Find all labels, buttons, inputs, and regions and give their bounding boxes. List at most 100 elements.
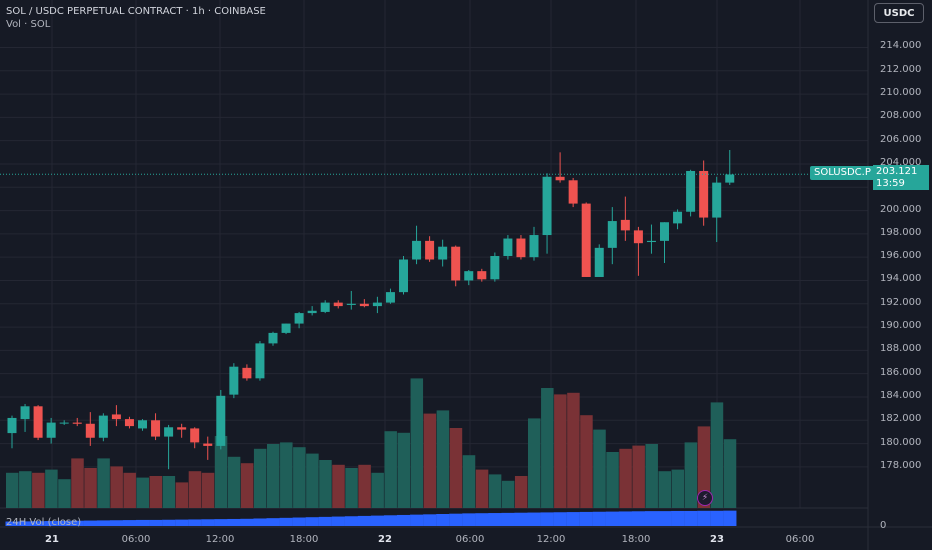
volume-bar bbox=[554, 394, 567, 508]
price-tick-label: 192.000 bbox=[880, 296, 922, 308]
candles bbox=[7, 149, 735, 470]
bar-countdown: 13:59 bbox=[876, 178, 905, 189]
vol24-bar bbox=[96, 520, 111, 526]
vol24-bar bbox=[331, 516, 345, 526]
vol24-bar bbox=[383, 515, 398, 526]
candle-body bbox=[555, 176, 565, 181]
price-tick-label: 194.000 bbox=[880, 273, 922, 285]
vol24-bar bbox=[644, 511, 659, 526]
vol24-bar bbox=[462, 513, 476, 526]
vol24-label[interactable]: 24H Vol (close) bbox=[6, 517, 82, 528]
candle-body bbox=[712, 182, 722, 218]
vol24-bar bbox=[697, 510, 711, 526]
vol24-bar bbox=[83, 520, 97, 526]
volume-bar bbox=[45, 469, 58, 508]
volume-bar bbox=[214, 436, 228, 508]
candle-body bbox=[177, 427, 187, 430]
vol24-bar bbox=[149, 519, 163, 526]
candle-body bbox=[72, 422, 82, 424]
candle-body bbox=[320, 302, 330, 312]
volume-bar bbox=[84, 468, 97, 508]
volume-bar bbox=[632, 445, 645, 508]
volume-bars bbox=[6, 378, 737, 508]
price-tick-label: 206.000 bbox=[880, 133, 922, 145]
vol24-bar bbox=[723, 510, 737, 526]
vol24-bar bbox=[5, 521, 19, 526]
candle-body bbox=[346, 303, 356, 305]
vol24-bar bbox=[527, 512, 541, 526]
last-price-value: 203.121 bbox=[876, 166, 918, 177]
price-tick-label: 180.000 bbox=[880, 436, 922, 448]
vol24-bar bbox=[122, 520, 137, 526]
volume-bar bbox=[645, 444, 658, 508]
volume-bar bbox=[345, 468, 358, 508]
vol24-bar bbox=[253, 518, 267, 526]
price-tick-label: 178.000 bbox=[880, 459, 922, 471]
vol24-bar bbox=[475, 513, 489, 526]
vol24-bar bbox=[109, 520, 124, 526]
volume-bar bbox=[541, 388, 554, 508]
volume-bar bbox=[684, 442, 698, 508]
volume-bar bbox=[188, 471, 202, 508]
vol24-bar bbox=[514, 512, 528, 526]
chart-title[interactable]: SOL / USDC PERPETUAL CONTRACT · 1h · COI… bbox=[6, 6, 266, 17]
vol24-bar bbox=[175, 519, 189, 526]
volume-bar bbox=[397, 432, 410, 508]
candle-body bbox=[451, 246, 461, 281]
time-tick-label: 22 bbox=[378, 534, 392, 545]
candle-body bbox=[85, 423, 95, 438]
volume-bar bbox=[410, 378, 424, 508]
volume-bar bbox=[293, 447, 306, 508]
volume-bar bbox=[580, 415, 593, 508]
vol24-bar bbox=[618, 511, 633, 526]
vol24-bar bbox=[305, 517, 319, 526]
volume-bar bbox=[6, 472, 19, 508]
candle-body bbox=[7, 417, 17, 434]
candle-body bbox=[660, 222, 669, 241]
candle-body bbox=[138, 420, 147, 429]
vol24-bar bbox=[710, 510, 724, 526]
volume-bar bbox=[201, 472, 215, 508]
time-tick-label: 18:00 bbox=[289, 534, 319, 545]
volume-bar bbox=[19, 471, 32, 508]
volume-bar bbox=[71, 458, 84, 508]
vol24-bar bbox=[658, 511, 672, 526]
price-tick-label: 214.000 bbox=[880, 40, 922, 52]
candle-body bbox=[255, 343, 265, 379]
time-tick-label: 06:00 bbox=[785, 534, 815, 545]
price-tick-label: 208.000 bbox=[880, 110, 922, 122]
price-tick-label: 186.000 bbox=[880, 366, 922, 378]
price-tick-label: 188.000 bbox=[880, 343, 922, 355]
candle-body bbox=[725, 174, 735, 183]
volume-bar bbox=[240, 463, 254, 508]
volume-bar bbox=[306, 453, 319, 508]
candle-body bbox=[33, 406, 43, 438]
currency-button[interactable]: USDC bbox=[874, 3, 924, 23]
volume-legend[interactable]: Vol · SOL bbox=[6, 19, 51, 30]
vol24-bar bbox=[214, 519, 228, 526]
volume-bar bbox=[97, 458, 110, 508]
candle-body bbox=[425, 240, 435, 260]
vol24-bar bbox=[605, 511, 619, 526]
candle-body bbox=[673, 211, 683, 224]
vol24-bar bbox=[18, 521, 32, 526]
vol24-bar bbox=[201, 519, 215, 526]
vol24-bars bbox=[5, 510, 737, 526]
candle-body bbox=[686, 170, 696, 212]
candle-body bbox=[633, 230, 643, 244]
volume-bar bbox=[436, 410, 450, 508]
lightning-icon[interactable]: ⚡ bbox=[697, 490, 713, 506]
volume-bar bbox=[449, 428, 463, 508]
candle-body bbox=[581, 203, 591, 277]
volume-bar bbox=[723, 439, 737, 508]
volume-bar bbox=[253, 448, 267, 508]
vol24-bar bbox=[227, 518, 241, 526]
volume-bar bbox=[123, 472, 136, 508]
volume-bar bbox=[358, 464, 371, 508]
volume-bar bbox=[697, 426, 711, 508]
price-tick-label: 190.000 bbox=[880, 320, 922, 332]
vol24-bar bbox=[292, 517, 306, 526]
last-price-tag: 203.121 13:59 bbox=[873, 165, 929, 190]
vol24-bar bbox=[410, 514, 424, 526]
